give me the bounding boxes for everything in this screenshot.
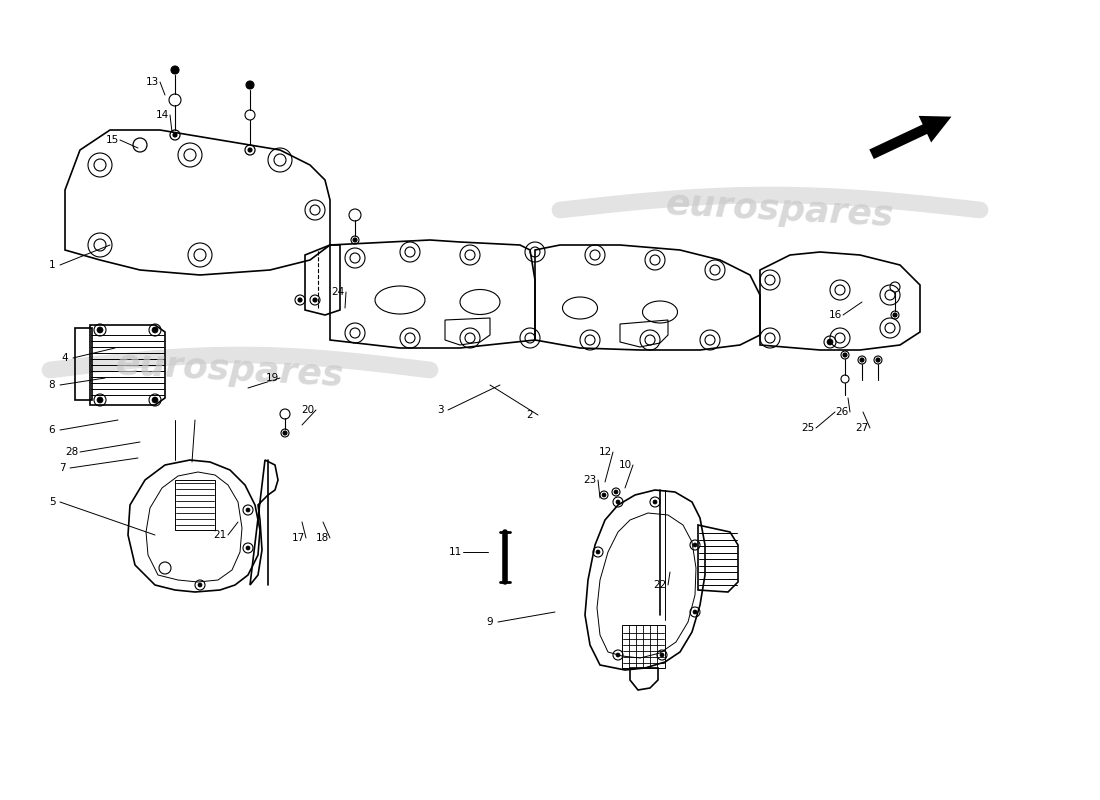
Circle shape (314, 298, 317, 302)
Circle shape (693, 610, 697, 614)
Circle shape (248, 148, 252, 152)
Text: 23: 23 (583, 475, 596, 485)
Circle shape (152, 397, 158, 403)
Circle shape (283, 431, 287, 435)
Text: 26: 26 (835, 407, 848, 417)
Circle shape (614, 490, 618, 494)
Circle shape (246, 546, 250, 550)
Text: 20: 20 (301, 405, 315, 415)
Circle shape (827, 339, 833, 345)
Circle shape (298, 298, 302, 302)
Circle shape (876, 358, 880, 362)
Circle shape (660, 653, 664, 657)
Text: 15: 15 (106, 135, 119, 145)
Text: 6: 6 (48, 425, 55, 435)
Circle shape (353, 238, 358, 242)
Text: 22: 22 (653, 580, 667, 590)
Text: 19: 19 (265, 373, 278, 383)
Text: 25: 25 (802, 423, 815, 433)
Text: 27: 27 (856, 423, 869, 433)
Text: 3: 3 (437, 405, 443, 415)
Circle shape (152, 327, 158, 333)
Text: 7: 7 (58, 463, 65, 473)
Circle shape (173, 133, 177, 137)
Text: 17: 17 (292, 533, 305, 543)
FancyArrow shape (867, 114, 955, 162)
Text: 4: 4 (62, 353, 68, 363)
Text: 5: 5 (48, 497, 55, 507)
Text: eurospares: eurospares (666, 187, 895, 233)
Text: 10: 10 (618, 460, 631, 470)
Text: 16: 16 (828, 310, 842, 320)
Circle shape (198, 583, 202, 587)
Circle shape (97, 397, 103, 403)
Circle shape (602, 493, 606, 497)
Text: 2: 2 (527, 410, 534, 420)
Text: 14: 14 (155, 110, 168, 120)
Circle shape (246, 81, 254, 89)
Circle shape (616, 653, 620, 657)
Circle shape (246, 508, 250, 512)
Circle shape (653, 500, 657, 504)
Text: 21: 21 (213, 530, 227, 540)
Text: 9: 9 (486, 617, 493, 627)
Text: 12: 12 (598, 447, 612, 457)
Text: 8: 8 (48, 380, 55, 390)
Text: eurospares: eurospares (116, 347, 345, 393)
Circle shape (893, 313, 896, 317)
Circle shape (596, 550, 600, 554)
Circle shape (97, 327, 103, 333)
Circle shape (860, 358, 864, 362)
Circle shape (170, 66, 179, 74)
Circle shape (616, 500, 620, 504)
Text: 28: 28 (65, 447, 78, 457)
Text: 24: 24 (331, 287, 344, 297)
Circle shape (693, 543, 697, 547)
Text: 1: 1 (48, 260, 55, 270)
Text: 13: 13 (145, 77, 158, 87)
Text: 18: 18 (316, 533, 329, 543)
Circle shape (843, 353, 847, 357)
Text: 11: 11 (449, 547, 462, 557)
